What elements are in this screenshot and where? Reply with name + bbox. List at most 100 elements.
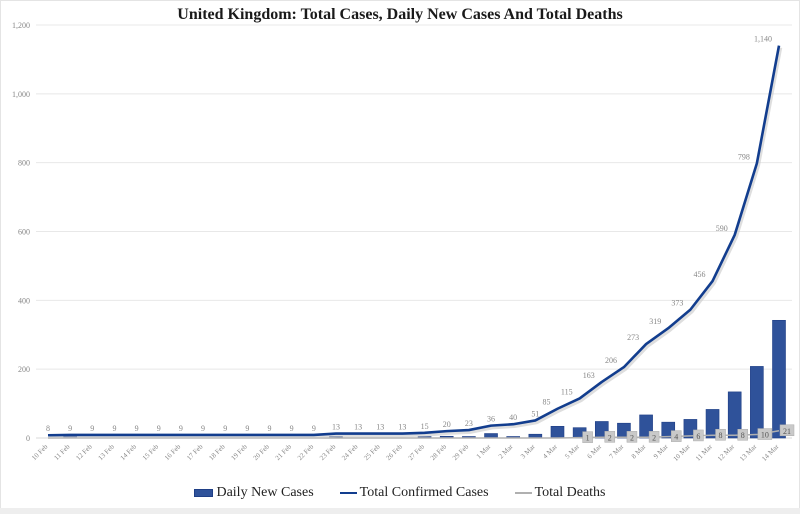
deaths-data-label: 2 [608, 433, 612, 442]
legend-swatch-bar [194, 489, 214, 497]
deaths-data-label: 8 [719, 431, 723, 440]
deaths-data-label: 4 [674, 433, 678, 442]
legend-item-daily-new-cases[interactable]: Daily New Cases [194, 485, 314, 501]
x-tick-label: 22 Feb [296, 442, 316, 462]
cases-data-label: 9 [179, 424, 183, 433]
deaths-data-label-box [693, 429, 704, 442]
cases-data-label: 456 [694, 270, 706, 279]
x-tick-label: 10 Mar [672, 442, 693, 463]
x-tick-label: 28 Feb [429, 442, 449, 462]
deaths-data-label-box [757, 428, 773, 440]
cases-data-label: 13 [398, 423, 406, 432]
deaths-data-label: 2 [652, 433, 656, 442]
cases-data-label: 13 [376, 423, 384, 432]
x-tick-label: 20 Feb [252, 442, 272, 462]
cases-data-label: 163 [583, 371, 595, 380]
x-tick-label: 21 Feb [274, 442, 294, 462]
cases-data-label: 51 [531, 409, 539, 418]
cases-data-label: 23 [465, 419, 473, 428]
cases-data-label: 9 [223, 424, 227, 433]
deaths-data-label: 6 [696, 432, 700, 441]
cases-data-label: 798 [738, 152, 750, 161]
cases-data-label: 85 [542, 398, 550, 407]
deaths-data-label: 21 [783, 427, 791, 436]
x-tick-label: 13 Mar [738, 442, 759, 463]
cases-data-label: 373 [671, 299, 683, 308]
y-axis-ticks: 0 200 400 600 800 1,000 1,200 [12, 21, 30, 443]
cases-data-label: 20 [443, 420, 451, 429]
deaths-data-label: 1 [586, 434, 590, 443]
x-tick-label: 9 Mar [652, 442, 670, 460]
deaths-data-label-box [604, 431, 616, 443]
x-tick-label: 11 Feb [52, 442, 71, 461]
cases-data-label: 9 [112, 424, 116, 433]
legend-swatch-line [339, 492, 357, 494]
y-tick-label: 1,200 [12, 21, 30, 30]
x-tick-label: 3 Mar [519, 442, 537, 460]
cases-line [47, 45, 781, 437]
deaths-data-label-box [626, 431, 638, 443]
chart-title: United Kingdom: Total Cases, Daily New C… [177, 6, 623, 23]
y-tick-label: 400 [18, 296, 30, 305]
cases-data-label: 9 [68, 424, 72, 433]
cases-data-label: 13 [332, 423, 340, 432]
bar [772, 319, 786, 439]
x-tick-label: 12 Mar [716, 442, 737, 463]
x-axis-ticks: 10 Feb 11 Feb 12 Feb 13 Feb 14 Feb 15 Feb 16 F… [30, 442, 781, 463]
x-tick-label: 1 Mar [475, 442, 493, 460]
x-tick-label: 6 Mar [586, 442, 604, 460]
cases-data-label: 9 [90, 424, 94, 433]
cases-data-label: 9 [290, 424, 294, 433]
legend-label: Total Deaths [534, 485, 606, 500]
x-tick-label: 19 Feb [230, 442, 250, 462]
y-tick-label: 1,000 [12, 90, 30, 99]
chart-plot: 0 200 400 600 800 1,000 1,200 1 2 2 2 4 6 8 8 10 21 8 9 9… [12, 21, 795, 463]
x-tick-label: 29 Feb [451, 442, 471, 462]
x-tick-label: 16 Feb [163, 442, 183, 462]
x-tick-label: 2 Mar [497, 442, 515, 460]
x-tick-label: 25 Feb [362, 442, 382, 462]
cases-data-label: 1,140 [754, 35, 772, 44]
x-tick-label: 24 Feb [340, 442, 360, 462]
x-tick-label: 8 Mar [630, 442, 648, 460]
x-tick-label: 12 Feb [74, 442, 94, 462]
x-tick-label: 18 Feb [207, 442, 227, 462]
x-tick-label: 17 Feb [185, 442, 205, 462]
bar [750, 366, 764, 439]
cases-data-label: 9 [201, 424, 205, 433]
y-tick-label: 600 [18, 228, 30, 237]
cases-data-label: 9 [245, 424, 249, 433]
cases-data-label: 13 [354, 423, 362, 432]
legend-item-total-deaths[interactable]: Total Deaths [514, 485, 606, 501]
x-tick-label: 10 Feb [30, 442, 50, 462]
deaths-data-label: 10 [761, 431, 769, 440]
deaths-data-label-box [670, 430, 682, 442]
x-tick-label: 7 Mar [608, 442, 626, 460]
gridlines [36, 24, 792, 439]
deaths-data-label-box [582, 431, 593, 443]
cases-line-shadow [49, 47, 783, 439]
cases-data-label: 319 [649, 317, 661, 326]
deaths-data-label: 2 [630, 433, 634, 442]
cases-data-label: 115 [561, 387, 573, 396]
cases-data-label: 40 [509, 413, 517, 422]
bars-daily-new-cases [63, 319, 786, 439]
cases-data-label: 9 [157, 424, 161, 433]
y-tick-label: 200 [18, 365, 30, 374]
bottom-strip [0, 508, 800, 514]
legend-item-total-confirmed-cases[interactable]: Total Confirmed Cases [339, 485, 489, 501]
legend-label: Total Confirmed Cases [359, 485, 489, 500]
x-tick-label: 11 Mar [694, 442, 714, 462]
cases-data-label: 8 [46, 424, 50, 433]
x-tick-label: 27 Feb [407, 442, 427, 462]
y-tick-label: 0 [26, 434, 30, 443]
x-tick-label: 14 Mar [760, 442, 781, 463]
cases-data-label: 9 [268, 424, 272, 433]
cases-data-label: 9 [312, 424, 316, 433]
cases-data-label: 206 [605, 356, 617, 365]
bar [727, 391, 742, 439]
cases-data-label: 36 [487, 415, 495, 424]
deaths-data-label: 8 [741, 431, 745, 440]
legend-swatch-line [514, 492, 532, 494]
y-tick-label: 800 [18, 159, 30, 168]
